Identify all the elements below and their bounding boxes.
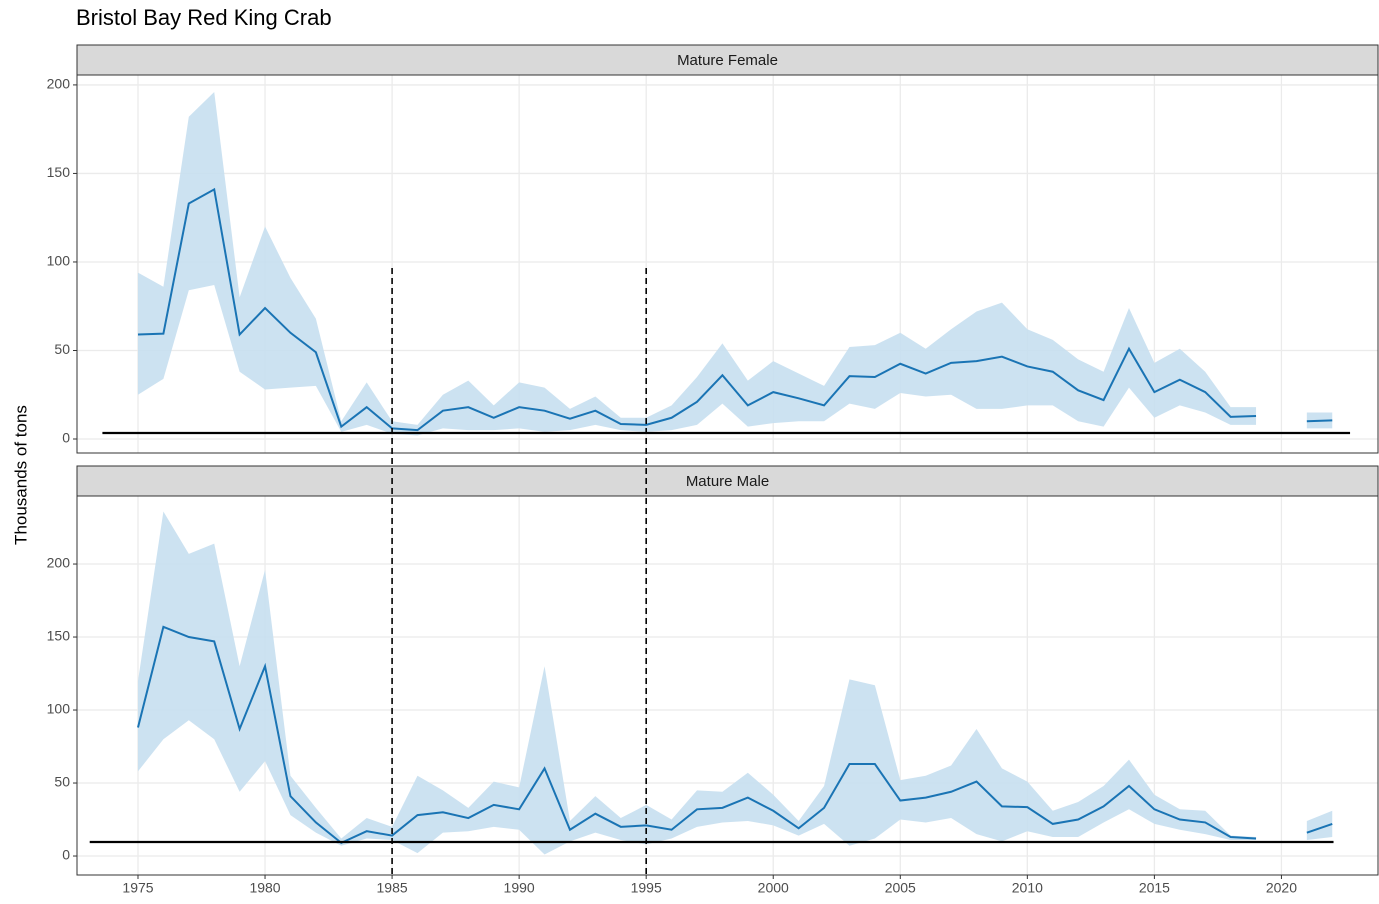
y-tick-label: 200 — [47, 555, 71, 571]
x-tick-label: 2005 — [885, 880, 916, 896]
panel-border — [76, 495, 1379, 876]
strip-label: Mature Male — [686, 473, 769, 490]
chart-title: Bristol Bay Red King Crab — [76, 5, 332, 30]
x-tick-label: 1985 — [377, 880, 408, 896]
y-tick-label: 0 — [62, 847, 70, 863]
x-tick-label: 1995 — [631, 880, 662, 896]
strip — [76, 465, 1379, 497]
x-tick-label: 1975 — [122, 880, 153, 896]
panel-border — [76, 74, 1379, 454]
y-tick-label: 150 — [47, 628, 71, 644]
y-tick-label: 100 — [47, 253, 71, 269]
y-tick-label: 50 — [54, 341, 70, 357]
line — [137, 625, 1257, 845]
strip — [76, 44, 1379, 76]
strip-label: Mature Female — [677, 52, 778, 69]
y-tick-label: 200 — [47, 76, 71, 92]
x-tick-label: 1980 — [249, 880, 280, 896]
y-tick-label: 150 — [47, 164, 71, 180]
band — [137, 511, 1257, 855]
x-tick-label: 2010 — [1012, 880, 1043, 896]
y-tick-label: 100 — [47, 701, 71, 717]
x-tick-label: 2020 — [1266, 880, 1297, 896]
line — [1306, 419, 1333, 423]
x-tick-label: 2015 — [1139, 880, 1170, 896]
y-tick-label: 0 — [62, 430, 70, 446]
band — [1306, 810, 1333, 840]
band — [137, 91, 1257, 436]
y-tick-label: 50 — [54, 774, 70, 790]
line — [137, 187, 1257, 432]
x-tick-label: 2000 — [758, 880, 789, 896]
line — [1306, 822, 1333, 834]
x-tick-label: 1990 — [504, 880, 535, 896]
y-axis-label: Thousands of tons — [11, 405, 30, 545]
